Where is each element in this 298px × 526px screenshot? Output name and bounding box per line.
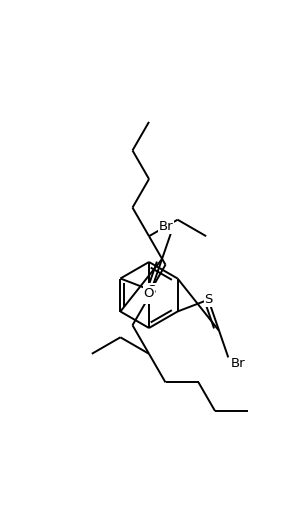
Text: O: O: [144, 287, 154, 300]
Text: S: S: [147, 284, 156, 297]
Text: O: O: [144, 290, 154, 303]
Text: Br: Br: [230, 357, 245, 370]
Text: S: S: [204, 293, 212, 306]
Text: Br: Br: [159, 220, 173, 233]
